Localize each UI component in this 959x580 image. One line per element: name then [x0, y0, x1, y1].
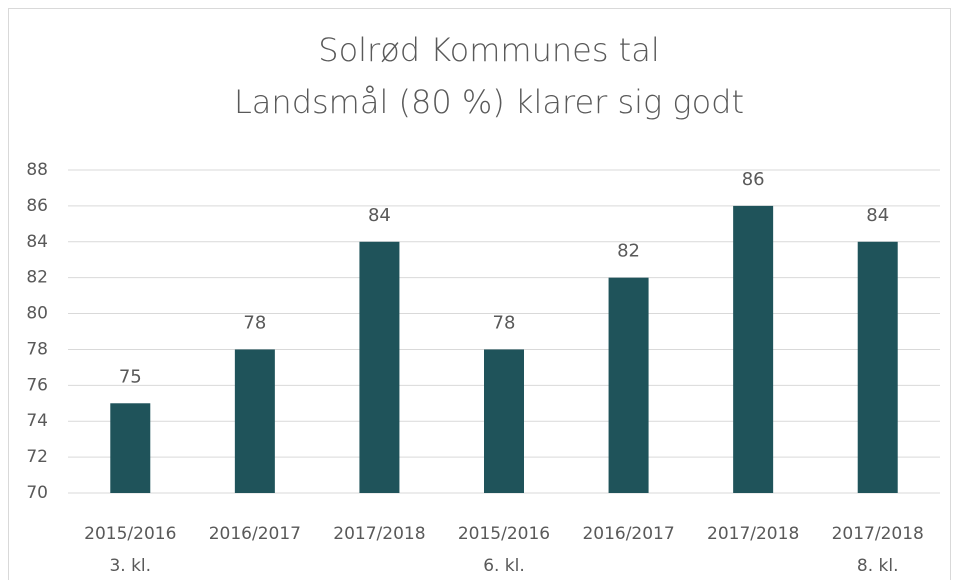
y-tick-label: 72	[26, 447, 48, 467]
bar	[359, 241, 400, 493]
bar	[733, 205, 774, 493]
data-label: 84	[368, 205, 391, 226]
chart-frame	[8, 8, 951, 580]
x-tick-label: 2017/2018	[832, 524, 924, 544]
bar	[857, 241, 898, 493]
x-tick-label: 2017/2018	[707, 524, 799, 544]
bar	[234, 349, 275, 493]
x-group-label: 6. kl.	[483, 556, 525, 576]
y-tick-label: 76	[26, 375, 48, 395]
x-tick-label: 2016/2017	[582, 524, 674, 544]
x-tick-label: 2017/2018	[333, 524, 425, 544]
x-group-label: 8. kl.	[857, 556, 899, 576]
y-tick-label: 82	[26, 268, 48, 288]
data-label: 82	[617, 241, 640, 262]
data-label: 78	[493, 312, 516, 333]
bar	[110, 403, 151, 493]
y-tick-label: 70	[26, 483, 48, 503]
y-tick-label: 78	[26, 339, 48, 359]
y-tick-label: 84	[26, 232, 48, 252]
y-tick-label: 80	[26, 304, 48, 324]
x-group-label: 3. kl.	[109, 556, 151, 576]
y-tick-label: 74	[26, 411, 48, 431]
x-tick-label: 2016/2017	[209, 524, 301, 544]
data-label: 78	[243, 312, 266, 333]
data-label: 84	[866, 205, 889, 226]
chart-subtitle: Landsmål (80 %) klarer sig godt	[234, 83, 744, 121]
data-label: 86	[742, 169, 765, 190]
data-label: 75	[119, 366, 142, 387]
bar	[484, 349, 524, 493]
chart-title: Solrød Kommunes tal	[318, 31, 659, 69]
x-tick-label: 2015/2016	[458, 524, 550, 544]
x-tick-label: 2015/2016	[84, 524, 176, 544]
y-tick-label: 88	[26, 160, 48, 180]
y-tick-label: 86	[26, 196, 48, 216]
bar	[608, 277, 649, 493]
